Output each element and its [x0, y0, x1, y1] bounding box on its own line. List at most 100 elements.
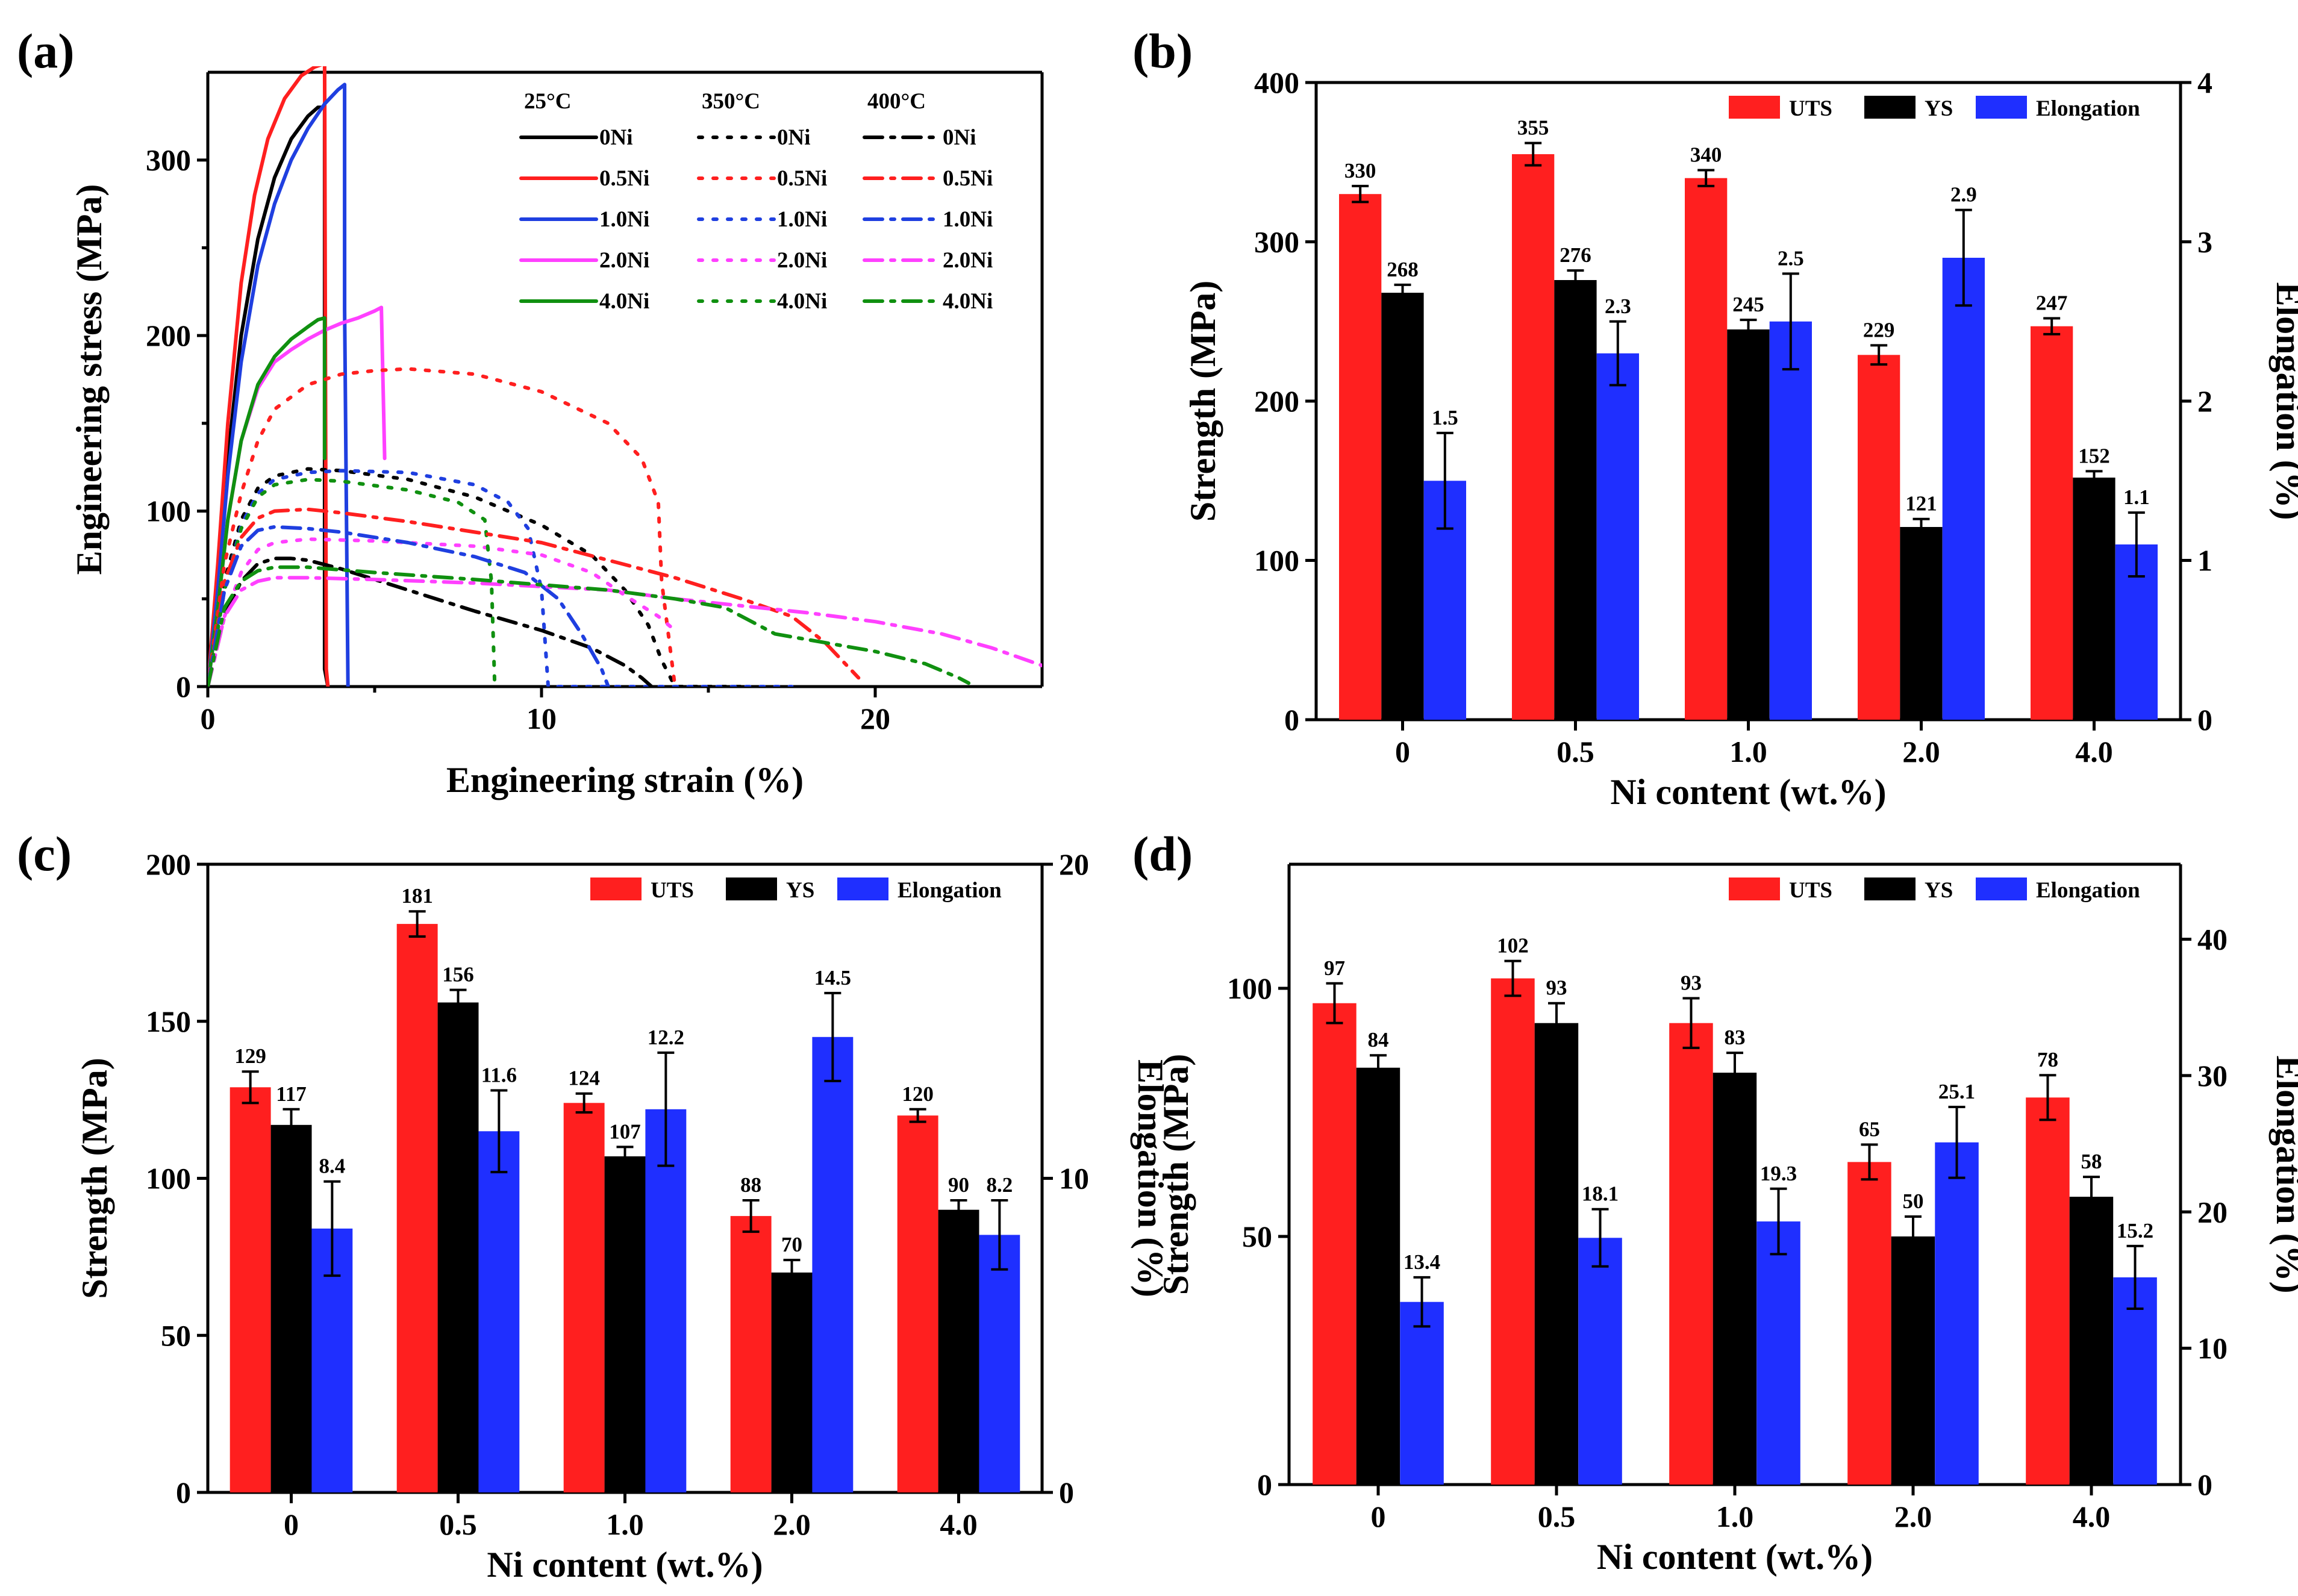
legend-swatch: [1976, 877, 2027, 900]
bar-uts: [1313, 1003, 1357, 1485]
legend-swatch: [1729, 877, 1780, 900]
data-label: 181: [401, 884, 433, 908]
series-line-2_0Ni-dot: [208, 537, 677, 687]
data-label: 121: [1905, 492, 1937, 516]
data-label: 102: [1497, 934, 1529, 958]
panel-label-b: (b): [1132, 23, 1193, 78]
data-label: 355: [1517, 116, 1549, 140]
x-tick-label: 1.0: [1716, 1500, 1754, 1533]
bar-elongation: [1756, 1221, 1800, 1485]
x-tick-label: 0: [1371, 1500, 1386, 1533]
data-label: 330: [1344, 159, 1376, 182]
y-right-tick-label: 0: [2197, 1468, 2212, 1501]
data-label: 124: [568, 1067, 600, 1090]
bar-ys: [437, 1002, 479, 1492]
y-tick-label: 50: [1242, 1220, 1272, 1253]
series-line-0Ni-dot: [208, 467, 744, 687]
bar-elongation: [2113, 1277, 2157, 1485]
y-right-tick-label: 4: [2197, 66, 2212, 99]
legend-label: UTS: [1789, 96, 1832, 121]
bar-uts: [1847, 1162, 1891, 1485]
data-label: 12.2: [648, 1026, 684, 1049]
y-right-tick-label: 2: [2197, 384, 2212, 418]
y-right-tick-label: 0: [1059, 1476, 1074, 1509]
series-line-1_0Ni-dashdot: [208, 525, 610, 687]
y-tick-label: 200: [146, 847, 191, 881]
y-tick-label: 400: [1254, 66, 1299, 99]
data-label: 129: [234, 1044, 266, 1068]
bar-ys: [604, 1156, 646, 1492]
legend-label: 0.5Ni: [777, 166, 827, 191]
data-label: 93: [1681, 971, 1702, 994]
bar-uts: [2026, 1097, 2070, 1485]
legend-swatch: [1976, 96, 2027, 119]
y-axis-title: Strength (MPa): [1183, 281, 1223, 522]
bar-elongation: [1596, 353, 1639, 720]
x-tick-label: 4.0: [2073, 1500, 2111, 1533]
bar-elongation: [1935, 1142, 1979, 1485]
data-label: 11.6: [481, 1063, 517, 1086]
data-label: 14.5: [814, 966, 851, 990]
y-tick-label: 300: [1254, 225, 1299, 259]
x-tick-label: 0.5: [1556, 735, 1594, 768]
bar-ys: [1891, 1236, 1935, 1485]
bar-elongation: [1769, 321, 1812, 720]
legend-label: 4.0Ni: [599, 289, 649, 314]
series-line-0Ni-dashdot: [208, 556, 654, 687]
data-label: 84: [1368, 1028, 1389, 1052]
bar-ys: [938, 1209, 979, 1492]
bar-uts: [563, 1103, 605, 1492]
bar-ys: [1534, 1023, 1579, 1485]
data-label: 25.1: [1938, 1080, 1975, 1103]
x-tick-label: 10: [526, 702, 557, 735]
y-right-tick-label: 10: [1059, 1162, 1089, 1195]
y-tick-label: 0: [1257, 1468, 1272, 1501]
legend-label: 1.0Ni: [777, 207, 827, 232]
legend-swatch: [1729, 96, 1780, 119]
y-tick-label: 150: [146, 1005, 191, 1038]
bar-ys: [771, 1272, 813, 1492]
y-tick-label: 0: [176, 1476, 191, 1509]
y-right-tick-label: 30: [2197, 1059, 2228, 1093]
series-line-1_0Ni-solid: [208, 83, 350, 687]
data-label: 93: [1546, 976, 1567, 1000]
panel-label-a: (a): [17, 23, 75, 78]
series-line-0_5Ni-dashdot: [208, 507, 861, 687]
legend-label: 1.0Ni: [943, 207, 993, 232]
bar-elongation: [1400, 1301, 1444, 1485]
legend-label: YS: [786, 878, 814, 903]
series-line-0_5Ni-dot: [208, 367, 677, 687]
legend-label: YS: [1925, 878, 1953, 903]
bar-uts: [396, 924, 438, 1492]
data-label: 88: [740, 1173, 761, 1197]
data-label: 8.2: [986, 1173, 1013, 1197]
series-line-1_0Ni-dot: [208, 469, 794, 687]
legend-label: 0Ni: [599, 125, 633, 150]
data-label: 58: [2081, 1150, 2102, 1173]
x-tick-label: 0: [201, 702, 216, 735]
data-label: 340: [1690, 143, 1722, 166]
x-axis-title: Ni content (wt.%): [487, 1545, 763, 1585]
panel-label-d: (d): [1132, 826, 1193, 881]
panel-label-c: (c): [17, 826, 72, 881]
x-tick-label: 2.0: [1894, 1500, 1932, 1533]
data-label: 2.5: [1778, 246, 1804, 270]
x-axis-title: Ni content (wt.%): [1610, 772, 1886, 812]
y-right-tick-label: 20: [2197, 1195, 2228, 1229]
legend-swatch: [1864, 96, 1916, 119]
data-label: 276: [1560, 243, 1591, 267]
bar-uts: [2031, 326, 2073, 720]
y-right-axis-title: Elongation (%): [2269, 1055, 2298, 1293]
legend-label: 4.0Ni: [777, 289, 827, 314]
bar-ys: [1713, 1073, 1757, 1485]
y-tick-label: 100: [1254, 544, 1299, 578]
data-label: 247: [2036, 291, 2068, 314]
bar-uts: [1512, 154, 1555, 720]
data-label: 229: [1863, 318, 1895, 341]
data-label: 97: [1324, 956, 1345, 980]
data-label: 120: [902, 1082, 934, 1106]
y-tick-label: 50: [161, 1318, 191, 1352]
data-label: 107: [609, 1120, 641, 1143]
series-line-0Ni-solid: [208, 105, 330, 687]
